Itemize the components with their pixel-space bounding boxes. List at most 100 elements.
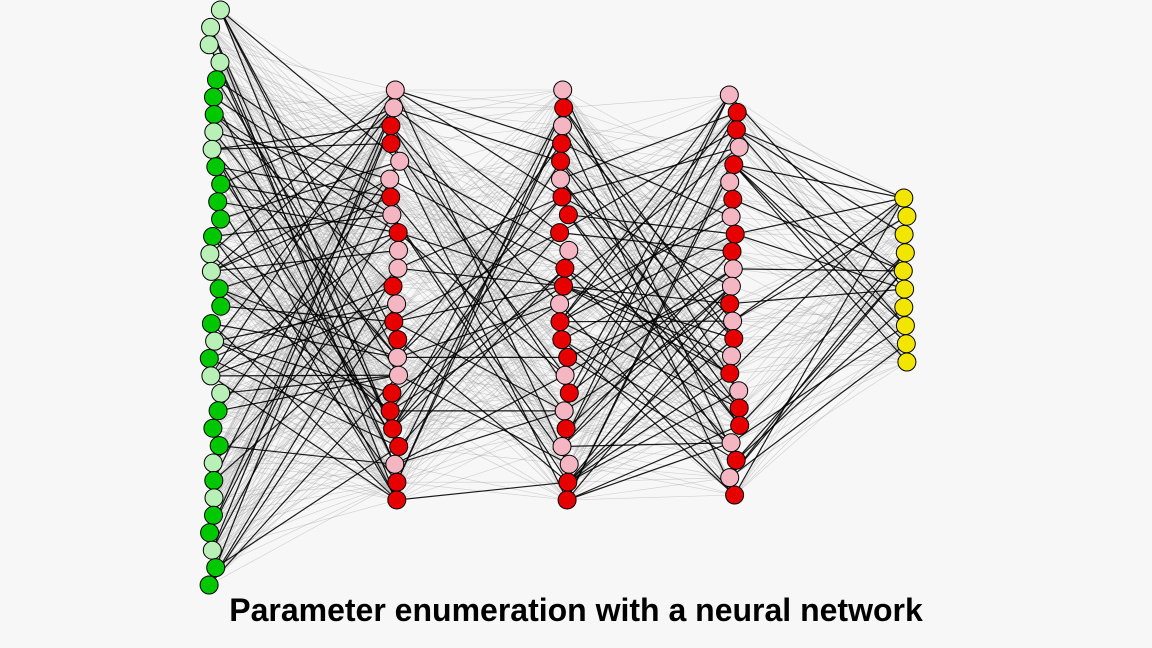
node-hidden3-3 [730, 138, 748, 156]
caption-text: Parameter enumeration with a neural netw… [0, 592, 1152, 629]
node-hidden1-4 [391, 152, 409, 170]
node-hidden2-14 [553, 331, 571, 349]
node-input-6 [205, 106, 223, 124]
node-hidden3-0 [720, 86, 738, 104]
node-hidden2-2 [554, 117, 572, 135]
node-hidden2-3 [553, 135, 571, 153]
node-hidden2-13 [551, 313, 569, 331]
node-hidden3-22 [721, 469, 739, 487]
node-hidden1-7 [383, 206, 401, 224]
node-hidden2-16 [556, 366, 574, 384]
node-hidden1-9 [390, 241, 408, 259]
node-input-11 [209, 193, 227, 211]
node-input-28 [205, 489, 223, 507]
node-input-7 [205, 123, 223, 141]
node-hidden1-12 [388, 295, 406, 313]
node-hidden2-17 [560, 384, 578, 402]
node-hidden1-3 [382, 135, 400, 153]
node-input-29 [205, 506, 223, 524]
node-hidden3-2 [727, 121, 745, 139]
node-hidden3-11 [722, 277, 740, 295]
node-hidden1-23 [388, 491, 406, 509]
node-hidden1-1 [385, 99, 403, 117]
node-hidden3-19 [731, 416, 749, 434]
node-hidden1-18 [381, 402, 399, 420]
node-input-21 [202, 367, 220, 385]
node-input-18 [202, 315, 220, 333]
node-hidden3-4 [725, 156, 743, 174]
node-hidden1-19 [384, 420, 402, 438]
node-hidden1-15 [389, 348, 407, 366]
node-hidden2-11 [555, 277, 573, 295]
node-output-8 [897, 335, 915, 353]
node-input-30 [201, 524, 219, 542]
node-hidden2-22 [559, 473, 577, 491]
node-hidden2-21 [560, 455, 578, 473]
node-hidden2-19 [557, 420, 575, 438]
node-input-27 [205, 472, 223, 490]
node-hidden3-6 [724, 190, 742, 208]
node-hidden3-15 [723, 347, 741, 365]
node-input-22 [212, 384, 230, 402]
node-hidden1-2 [382, 117, 400, 135]
node-input-16 [210, 280, 228, 298]
node-hidden3-17 [730, 382, 748, 400]
node-hidden3-20 [722, 434, 740, 452]
node-hidden3-23 [726, 486, 744, 504]
node-hidden3-9 [723, 243, 741, 261]
node-hidden3-8 [726, 225, 744, 243]
node-input-3 [211, 53, 229, 71]
node-hidden2-8 [551, 224, 569, 242]
node-hidden1-20 [390, 438, 408, 456]
node-hidden3-1 [728, 103, 746, 121]
node-hidden2-18 [555, 402, 573, 420]
node-hidden1-8 [389, 224, 407, 242]
node-input-17 [212, 297, 230, 315]
node-hidden1-10 [389, 259, 407, 277]
node-hidden2-9 [560, 241, 578, 259]
node-hidden1-17 [383, 384, 401, 402]
node-input-23 [209, 402, 227, 420]
node-hidden3-16 [721, 364, 739, 382]
node-input-10 [212, 175, 230, 193]
node-hidden2-4 [552, 152, 570, 170]
node-output-0 [895, 189, 913, 207]
node-hidden1-14 [389, 331, 407, 349]
node-hidden3-10 [724, 260, 742, 278]
node-input-13 [204, 228, 222, 246]
node-hidden3-12 [721, 295, 739, 313]
node-output-1 [898, 207, 916, 225]
node-hidden2-1 [555, 99, 573, 117]
node-hidden2-12 [551, 295, 569, 313]
node-hidden1-22 [388, 473, 406, 491]
node-hidden1-0 [386, 81, 404, 99]
node-input-12 [212, 210, 230, 228]
node-input-32 [207, 559, 225, 577]
node-input-8 [203, 140, 221, 158]
node-output-5 [896, 280, 914, 298]
node-hidden1-13 [385, 313, 403, 331]
node-input-26 [204, 454, 222, 472]
node-output-9 [898, 353, 916, 371]
node-output-6 [895, 298, 913, 316]
node-hidden2-6 [553, 188, 571, 206]
node-hidden1-11 [384, 277, 402, 295]
node-hidden1-5 [381, 170, 399, 188]
node-hidden3-5 [721, 173, 739, 191]
node-hidden2-5 [552, 170, 570, 188]
node-output-7 [896, 317, 914, 335]
node-hidden3-14 [725, 330, 743, 348]
node-output-3 [896, 244, 914, 262]
node-hidden3-21 [727, 451, 745, 469]
node-hidden2-7 [559, 206, 577, 224]
node-hidden2-0 [554, 81, 572, 99]
node-input-4 [208, 71, 226, 89]
node-hidden3-18 [730, 399, 748, 417]
node-input-14 [201, 245, 219, 263]
node-hidden1-6 [382, 188, 400, 206]
diagram-canvas: Parameter enumeration with a neural netw… [0, 0, 1152, 648]
node-hidden2-20 [553, 438, 571, 456]
node-input-20 [200, 350, 218, 368]
node-hidden2-15 [559, 348, 577, 366]
node-output-4 [894, 262, 912, 280]
